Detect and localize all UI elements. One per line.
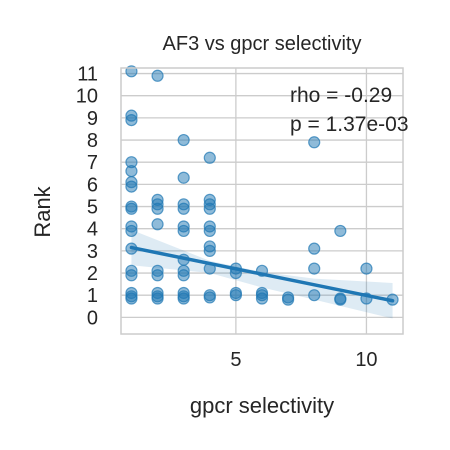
data-point bbox=[203, 244, 216, 257]
data-point bbox=[151, 202, 164, 215]
data-point bbox=[308, 136, 321, 149]
regression-line-group bbox=[129, 245, 395, 303]
data-point bbox=[360, 262, 373, 275]
data-point bbox=[151, 218, 164, 231]
data-point bbox=[177, 292, 190, 305]
data-point bbox=[125, 202, 138, 215]
data-point bbox=[177, 133, 190, 147]
y-tick-label: 3 bbox=[87, 241, 98, 263]
data-point bbox=[203, 202, 216, 215]
x-tick-label: 10 bbox=[355, 349, 377, 371]
data-point bbox=[151, 269, 164, 282]
plot-frame bbox=[120, 67, 404, 335]
data-point bbox=[151, 69, 164, 82]
scatter-points bbox=[125, 65, 399, 306]
data-point bbox=[125, 164, 138, 178]
y-tick-label: 4 bbox=[87, 219, 98, 241]
data-point bbox=[203, 151, 216, 164]
regression-line bbox=[129, 245, 395, 303]
data-point bbox=[308, 242, 321, 255]
data-point bbox=[177, 202, 190, 215]
data-point bbox=[125, 113, 138, 127]
data-point bbox=[151, 292, 164, 305]
y-axis-label: Rank bbox=[30, 185, 55, 237]
data-point bbox=[282, 293, 295, 306]
data-point bbox=[308, 262, 321, 275]
data-point bbox=[177, 269, 190, 282]
data-point bbox=[125, 224, 138, 238]
chart-title: AF3 vs gpcr selectivity bbox=[163, 33, 362, 55]
y-tick-label: 9 bbox=[87, 108, 98, 130]
x-tick-label: 5 bbox=[230, 349, 241, 371]
x-ticks: 5 10 bbox=[230, 349, 377, 371]
data-point bbox=[308, 289, 321, 302]
x-axis-label: gpcr selectivity bbox=[190, 393, 334, 418]
y-tick-label: 8 bbox=[87, 130, 98, 152]
y-tick-label: 6 bbox=[87, 174, 98, 196]
rho-annotation: rho = -0.29 bbox=[290, 84, 392, 107]
data-point bbox=[125, 292, 138, 305]
y-tick-label: 1 bbox=[87, 285, 98, 307]
y-tick-label: 2 bbox=[87, 263, 98, 285]
data-point bbox=[334, 224, 347, 238]
y-tick-label: 0 bbox=[87, 307, 98, 329]
data-point bbox=[255, 292, 269, 305]
data-point bbox=[177, 224, 190, 238]
y-tick-label: 11 bbox=[77, 64, 98, 86]
y-tick-label: 5 bbox=[87, 197, 98, 219]
data-point bbox=[125, 180, 138, 193]
data-point bbox=[125, 269, 138, 282]
data-point bbox=[177, 171, 190, 184]
y-tick-label: 7 bbox=[87, 152, 98, 174]
data-point bbox=[203, 291, 216, 304]
p-value-annotation: p = 1.37e-03 bbox=[290, 113, 409, 136]
y-tick-label: 10 bbox=[76, 86, 98, 108]
data-point bbox=[203, 224, 216, 238]
data-point bbox=[334, 293, 347, 306]
data-point bbox=[229, 289, 242, 302]
